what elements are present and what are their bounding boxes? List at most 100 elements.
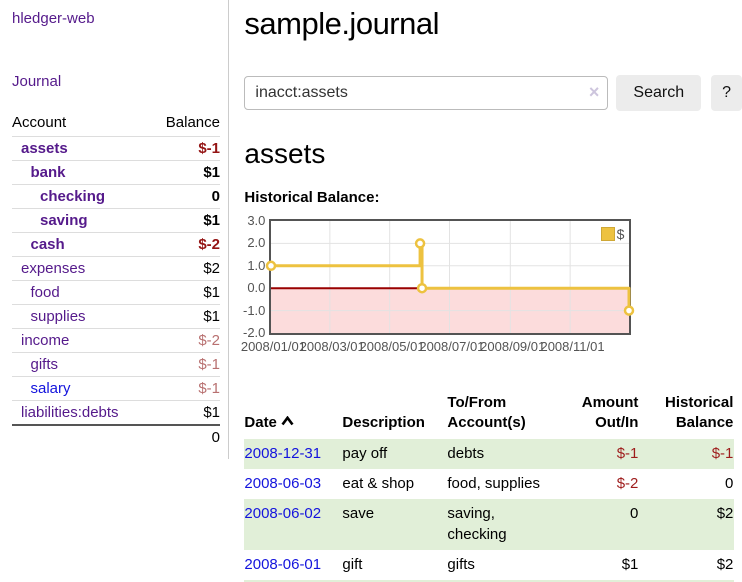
accounts-total-row: 0	[12, 425, 220, 449]
account-heading: assets	[244, 138, 326, 169]
account-link[interactable]: cash	[30, 236, 65, 253]
account-link[interactable]: gifts	[30, 356, 59, 373]
account-link[interactable]: salary	[30, 380, 71, 397]
account-link[interactable]: income	[21, 332, 70, 349]
account-balance: $-1	[198, 380, 220, 397]
register-header-row: Date Description To/From Account(s) Amou…	[244, 391, 734, 439]
accounts-table: Account Balance assets $-1 bank $1 checking 0…	[12, 110, 220, 449]
y-axis-tick-label: -1.0	[242, 302, 266, 318]
transaction-accounts: debts	[447, 444, 485, 462]
account-balance: $-2	[198, 236, 220, 253]
help-button[interactable]: ?	[711, 75, 742, 111]
transaction-description: gift	[342, 555, 363, 573]
search-box: ×	[244, 76, 609, 110]
chart-canvas	[266, 221, 635, 333]
account-row: liabilities:debts $1	[12, 400, 220, 426]
y-axis-tick-label: 1.0	[247, 257, 266, 273]
x-axis-tick-label: 2008/01/01	[240, 339, 306, 354]
search-button[interactable]: Search	[616, 75, 702, 111]
account-row: saving $1	[12, 208, 220, 233]
transaction-description: pay off	[342, 444, 388, 462]
sidebar: hledger-web Journal Account Balance asse…	[0, 0, 230, 459]
y-axis-tick-label: -2.0	[242, 325, 266, 340]
description-column-header: Description	[342, 414, 425, 432]
main-content: sample.journal × Search ? assets Histori…	[229, 0, 742, 582]
transaction-row[interactable]: 2008-01-01incomesalary$1$1	[244, 579, 735, 582]
legend-label: $	[616, 226, 625, 242]
account-link[interactable]: food	[30, 284, 60, 301]
x-axis-tick-label: 2008/09/01	[480, 339, 546, 354]
account-row: expenses $2	[12, 256, 220, 281]
account-row: checking 0	[12, 184, 220, 209]
account-column-header: Account	[12, 114, 67, 131]
transaction-balance: $-1	[711, 444, 734, 462]
transaction-row[interactable]: 2008-06-01 gift gifts $1 $2	[244, 550, 734, 580]
account-balance: $1	[203, 308, 220, 325]
account-link[interactable]: bank	[30, 164, 66, 181]
account-balance: 0	[211, 188, 220, 205]
search-bar: × Search ?	[244, 75, 742, 111]
transaction-date-link[interactable]: 2008-12-31	[244, 444, 322, 462]
transaction-date-link[interactable]: 2008-06-02	[244, 504, 322, 522]
x-axis-tick-label: 2008/07/01	[419, 339, 485, 354]
account-row: food $1	[12, 280, 220, 305]
chart-title: Historical Balance:	[244, 189, 380, 206]
transaction-description: save	[342, 504, 375, 522]
amount-column-header: Amount Out/In	[581, 394, 639, 432]
account-row: assets $-1	[12, 136, 220, 161]
transaction-row[interactable]: 2008-12-31 pay off debts $-1 $-1	[244, 438, 735, 469]
transaction-amount: 0	[630, 504, 639, 522]
account-row: income $-2	[12, 328, 220, 353]
transaction-balance: $2	[716, 504, 734, 522]
account-balance: $1	[203, 164, 220, 181]
account-balance: $-2	[198, 332, 220, 349]
account-row: salary $-1	[12, 376, 220, 401]
x-axis-tick-label: 2008/03/01	[299, 339, 365, 354]
transaction-amount: $-2	[616, 474, 639, 492]
transaction-date-link[interactable]: 2008-06-01	[244, 555, 322, 573]
account-link[interactable]: supplies	[30, 308, 86, 325]
account-link[interactable]: assets	[21, 140, 68, 157]
account-link[interactable]: liabilities:debts	[21, 404, 119, 421]
transaction-description: eat & shop	[342, 474, 415, 492]
x-axis-tick-label: 2008/05/01	[359, 339, 425, 354]
app-title-link[interactable]: hledger-web	[12, 10, 95, 27]
transaction-accounts: food, supplies	[447, 474, 540, 492]
x-axis-tick-label: 2008/11/01	[540, 339, 605, 354]
transaction-balance: $2	[716, 555, 734, 573]
accounts-total-value: 0	[211, 429, 220, 446]
transaction-balance: 0	[725, 474, 734, 492]
balance-column-header: Balance	[165, 114, 220, 131]
sort-ascending-icon	[281, 415, 294, 426]
chart-legend: $	[600, 226, 625, 242]
transaction-amount: $1	[621, 555, 639, 573]
accounts-column-header: To/From Account(s)	[447, 394, 526, 432]
search-clear-icon[interactable]: ×	[588, 82, 600, 102]
register-table: Date Description To/From Account(s) Amou…	[244, 391, 735, 582]
transaction-row[interactable]: 2008-06-03 eat & shop food, supplies $-2 0	[244, 469, 734, 499]
search-input[interactable]	[244, 76, 609, 110]
y-axis-tick-label: 3.0	[247, 213, 266, 228]
account-link[interactable]: saving	[40, 212, 88, 229]
historical-balance-chart: $ 3.0 2.0 1.0 0.0 -1.0 -2.0 2008/01/01 2008/03/…	[241, 213, 742, 371]
account-balance: $1	[203, 284, 220, 301]
account-row: bank $1	[12, 160, 220, 185]
account-link[interactable]: expenses	[21, 260, 86, 277]
chart-plot-area[interactable]: $ 3.0 2.0 1.0 0.0 -1.0 -2.0 2008/01/01 2008/03/…	[241, 213, 635, 354]
accounts-header-row: Account Balance	[12, 110, 220, 137]
transaction-accounts: saving, checking	[447, 504, 507, 543]
date-column-header[interactable]: Date	[244, 391, 342, 439]
sidebar-item-journal[interactable]: Journal	[12, 73, 62, 90]
transaction-amount: $-1	[616, 444, 639, 462]
account-balance: $2	[203, 260, 220, 277]
balance-column-header-register: Historical Balance	[665, 394, 734, 432]
transaction-row[interactable]: 2008-06-02 save saving, checking 0 $2	[244, 498, 735, 550]
account-row: gifts $-1	[12, 352, 220, 377]
transaction-date-link[interactable]: 2008-06-03	[244, 474, 322, 492]
account-balance: $-1	[198, 356, 220, 373]
legend-swatch-icon	[600, 227, 615, 241]
y-axis-tick-label: 0.0	[247, 280, 266, 296]
account-row: cash $-2	[12, 232, 220, 257]
account-link[interactable]: checking	[40, 188, 106, 205]
